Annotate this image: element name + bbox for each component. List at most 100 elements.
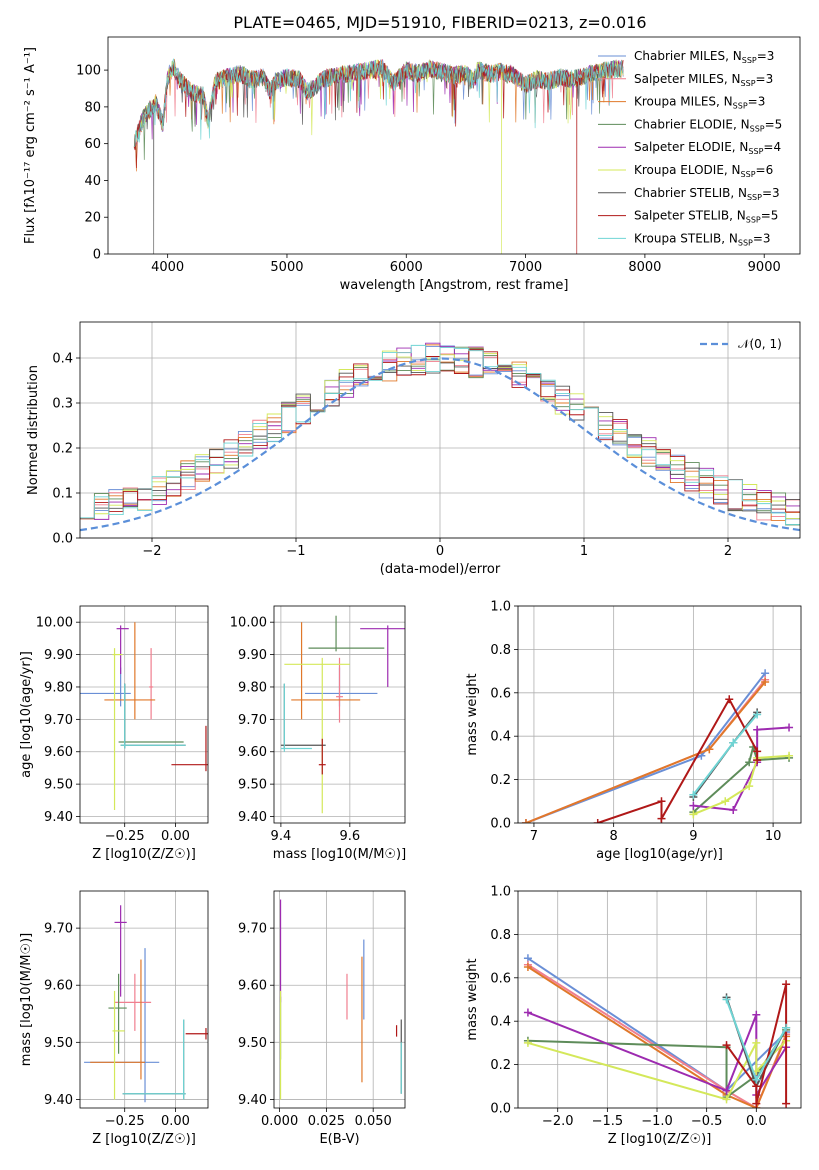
- x-axis-label: mass [log10(M/M☉)]: [273, 847, 406, 862]
- y-tick-label: 9.40: [238, 1093, 267, 1108]
- y-tick-label: 9.80: [238, 680, 267, 695]
- weight-marker: [761, 677, 770, 686]
- x-tick-label: 8000: [628, 260, 661, 275]
- x-tick-label: −1.0: [641, 1114, 673, 1129]
- weight-marker: [705, 745, 714, 754]
- weight-marker: [689, 810, 698, 819]
- y-tick-label: 1.0: [490, 600, 511, 615]
- axes-frame: [79, 321, 801, 539]
- x-tick-label: 7000: [509, 260, 542, 275]
- y-tick-label: 80: [84, 100, 101, 115]
- y-tick-label: 10.00: [230, 616, 267, 631]
- weight-marker: [752, 1099, 761, 1108]
- x-tick-label: 9000: [748, 260, 781, 275]
- y-tick-label: 0.2: [490, 773, 511, 788]
- weight-marker: [752, 1075, 761, 1084]
- y-tick-label: 100: [76, 64, 101, 79]
- y-axis-label: age [log10(age/yr)]: [19, 651, 34, 778]
- x-axis-label: (data-model)/error: [380, 562, 501, 577]
- x-tick-label: 10: [765, 829, 782, 844]
- y-tick-label: 9.80: [44, 680, 73, 695]
- y-tick-label: 0.4: [52, 352, 73, 367]
- y-tick-label: 0.0: [490, 1102, 511, 1117]
- y-tick-label: 9.60: [44, 745, 73, 760]
- y-tick-label: 9.70: [44, 713, 73, 728]
- weight-marker: [523, 1038, 532, 1047]
- legend-entry: Salpeter MILES, NSSP=3: [634, 72, 773, 88]
- x-tick-label: 0.000: [261, 1114, 298, 1129]
- y-tick-label: 9.40: [44, 1093, 73, 1108]
- weight-marker: [593, 819, 602, 823]
- legend-entry: Chabrier ELODIE, NSSP=5: [634, 117, 782, 133]
- legend-entry: Salpeter STELIB, NSSP=5: [634, 209, 778, 225]
- legend-entry: 𝒩(0, 1): [738, 337, 782, 351]
- y-tick-label: 0.8: [490, 643, 511, 658]
- weight-marker: [785, 723, 794, 732]
- x-tick-label: 0.050: [355, 1114, 392, 1129]
- plot-area-residuals: [80, 342, 800, 532]
- axes-mass_vs_Z: −0.25 0.00 9.40 9.50 9.60 9.70 Z [log10(Z/Z☉)]…: [19, 890, 209, 1147]
- x-tick-label: 6000: [390, 260, 423, 275]
- x-tick-label: −0.5: [691, 1114, 723, 1129]
- spectrum-line: [133, 58, 624, 147]
- normal-curve: [80, 357, 800, 532]
- x-tick-label: −1.5: [592, 1114, 624, 1129]
- weight-marker: [725, 695, 734, 704]
- y-tick-label: 9.70: [238, 713, 267, 728]
- x-tick-label: 8: [610, 829, 618, 844]
- x-axis-label: Z [log10(Z/Z☉)]: [92, 1132, 196, 1147]
- x-tick-label: 0.00: [161, 829, 190, 844]
- y-tick-label: 0.6: [490, 686, 511, 701]
- x-tick-label: 5000: [270, 260, 303, 275]
- y-tick-label: 9.40: [44, 810, 73, 825]
- y-axis-label: Normed distribution: [26, 365, 41, 495]
- weight-marker: [722, 1041, 731, 1050]
- y-tick-label: 0.4: [490, 1015, 511, 1030]
- y-tick-label: 9.50: [238, 1036, 267, 1051]
- legend-entry: Chabrier STELIB, NSSP=3: [634, 186, 780, 202]
- y-axis-label: mass weight: [465, 958, 480, 1040]
- y-tick-label: 1.0: [490, 885, 511, 900]
- y-tick-label: 9.50: [44, 778, 73, 793]
- x-axis-label: wavelength [Angstrom, rest frame]: [340, 278, 569, 293]
- weight-marker: [722, 1086, 731, 1095]
- y-tick-label: 0.8: [490, 928, 511, 943]
- weight-line: [693, 754, 790, 816]
- axes-frame: [273, 605, 406, 824]
- x-tick-label: 9.6: [339, 829, 360, 844]
- x-tick-label: 7: [530, 829, 538, 844]
- weight-marker: [782, 1099, 791, 1108]
- x-tick-label: 0: [436, 544, 444, 559]
- y-tick-label: 60: [84, 137, 101, 152]
- plot-area-mass_vs_EBV: [279, 899, 402, 1100]
- legend-entry: Chabrier MILES, NSSP=3: [634, 49, 774, 65]
- legend-entry: Kroupa STELIB, NSSP=3: [634, 231, 771, 247]
- weight-marker: [729, 805, 738, 814]
- weight-marker: [729, 738, 738, 747]
- y-tick-label: 0.1: [52, 487, 73, 502]
- x-tick-label: 0.0: [746, 1114, 767, 1129]
- legend-entry: Salpeter ELODIE, NSSP=4: [634, 140, 781, 156]
- plot-area-age_vs_mass: [280, 615, 405, 814]
- histogram-step: [80, 342, 800, 520]
- y-tick-label: 0.0: [490, 817, 511, 832]
- axes-frame: [107, 36, 801, 255]
- weight-marker: [689, 801, 698, 810]
- y-tick-label: 9.50: [44, 1036, 73, 1051]
- y-tick-label: 9.90: [44, 648, 73, 663]
- axes-age_vs_mass: 9.4 9.6 9.40 9.50 9.60 9.70 9.80 9.90 10.00 mass …: [230, 605, 406, 862]
- weight-marker: [523, 1008, 532, 1017]
- plot-area-spectrum: [133, 58, 624, 254]
- x-axis-label: Z [log10(Z/Z☉)]: [92, 847, 196, 862]
- x-axis-label: Z [log10(Z/Z☉)]: [608, 1132, 712, 1147]
- y-tick-label: 0.2: [490, 1058, 511, 1073]
- weight-marker: [745, 758, 754, 767]
- axes-frame: [79, 605, 209, 824]
- y-axis-label: mass [log10(M/M☉)]: [19, 933, 34, 1066]
- x-tick-label: 9: [689, 829, 697, 844]
- weight-marker: [657, 797, 666, 806]
- weight-marker: [722, 1095, 731, 1104]
- y-tick-label: 9.70: [238, 922, 267, 937]
- weight-marker: [782, 1023, 791, 1032]
- y-tick-label: 10.00: [36, 616, 73, 631]
